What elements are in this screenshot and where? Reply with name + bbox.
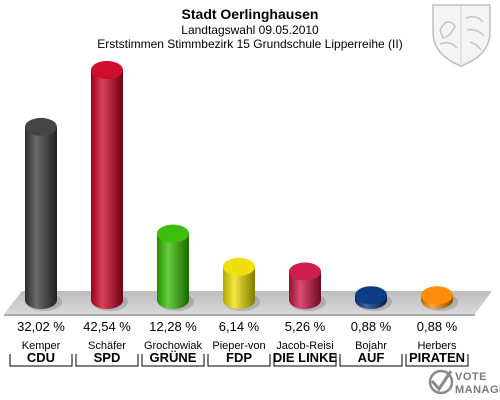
- vote-manager-logo: VOTE MANAGER: [428, 369, 500, 396]
- party-label: PIRATEN: [409, 350, 465, 365]
- party-bracket: [75, 354, 139, 367]
- chart-subtitle-date: Landtagswahl 09.05.2010: [181, 23, 319, 37]
- chart-subtitle-district: Erststimmen Stimmbezirk 15 Grundschule L…: [97, 37, 402, 51]
- candidate-label: Jacob-Reisi: [276, 340, 333, 352]
- bar-series: [25, 61, 458, 311]
- party-bracket: [273, 354, 337, 367]
- chart-floor-edge: [4, 314, 475, 316]
- party-bracket: [9, 354, 73, 367]
- party-label: AUF: [358, 350, 385, 365]
- value-label: 32,02 %: [17, 319, 65, 334]
- party-bracket: [141, 354, 205, 367]
- bar-fdp: [223, 257, 260, 311]
- value-label: 42,54 %: [83, 319, 131, 334]
- party-bracket: [405, 354, 469, 367]
- coat-of-arms-icon: [432, 4, 491, 67]
- value-label: 0,88 %: [351, 319, 392, 334]
- watermark-line1: VOTE: [455, 371, 487, 383]
- party-bracket: [207, 354, 271, 367]
- party-label: GRÜNE: [150, 350, 197, 365]
- candidate-label: Kemper: [22, 340, 61, 352]
- bar-spd: [91, 61, 128, 311]
- party-label: FDP: [226, 350, 252, 365]
- candidate-label: Pieper-von: [212, 340, 265, 352]
- party-label: SPD: [94, 350, 121, 365]
- party-bracket: [339, 354, 403, 367]
- value-label: 0,88 %: [417, 319, 458, 334]
- candidate-label: Bojahr: [355, 340, 387, 352]
- bar-gr-ne: [157, 224, 194, 311]
- bar-piraten: [421, 286, 458, 311]
- chart-title: Stadt Oerlinghausen: [182, 6, 319, 22]
- candidate-label: Schäfer: [88, 340, 126, 352]
- checkmark-icon: [428, 369, 454, 395]
- bar-cdu: [25, 117, 62, 311]
- bar-die-linke: [289, 262, 326, 311]
- value-label: 5,26 %: [285, 319, 326, 334]
- value-label: 12,28 %: [149, 319, 197, 334]
- watermark-line2: MANAGER: [455, 384, 500, 396]
- bar-auf: [355, 286, 392, 311]
- candidate-label: Grochowiak: [144, 340, 203, 352]
- value-label: 6,14 %: [219, 319, 260, 334]
- party-label: DIE LINKE: [273, 350, 338, 365]
- party-label: CDU: [27, 350, 55, 365]
- candidate-label: Herbers: [417, 340, 457, 352]
